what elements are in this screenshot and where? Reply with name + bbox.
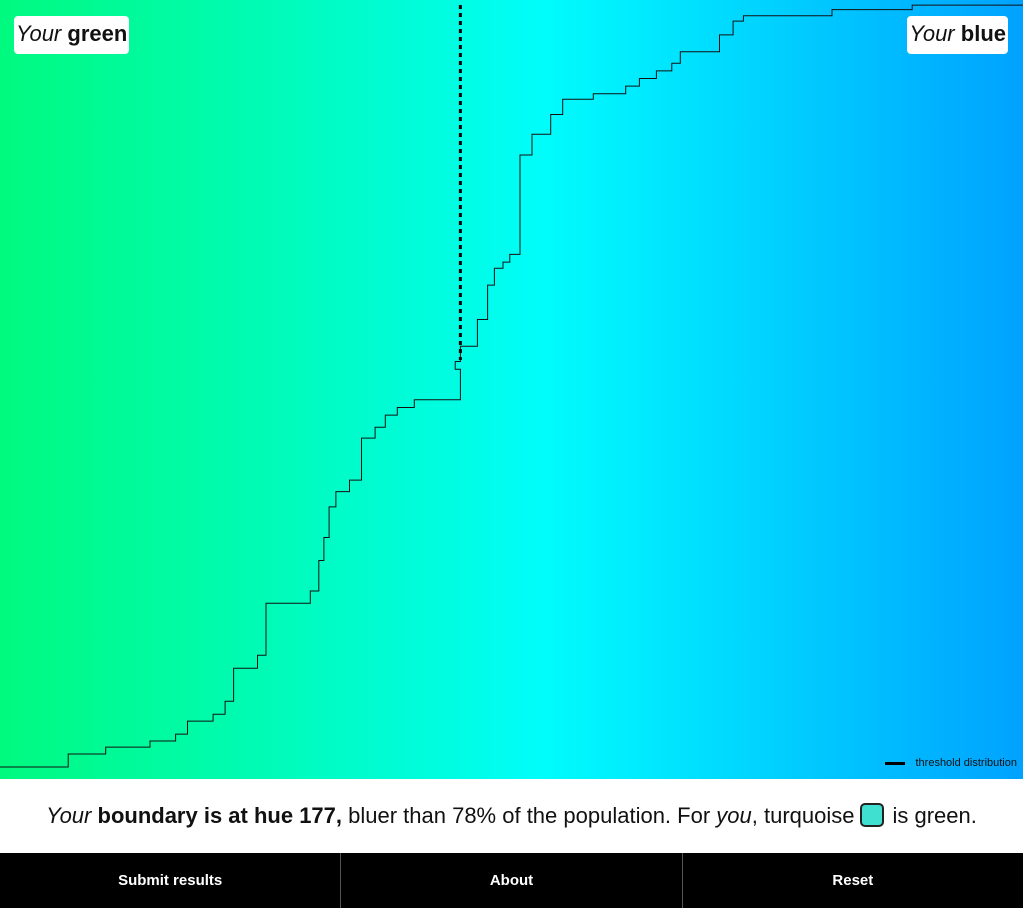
blue-label-prefix: Your [909,21,955,46]
submit-results-button[interactable]: Submit results [118,872,223,889]
legend-label: threshold distribution [915,757,1017,769]
turquoise-color-swatch [860,803,885,827]
chart-legend: threshold distribution [885,757,1017,769]
reset-button[interactable]: Reset [681,853,1023,908]
threshold-plot [0,4,1023,768]
summary-after-you: , turquoise [751,803,855,828]
summary-boundary: boundary is at hue 177, [97,803,343,828]
about-button[interactable]: About [340,853,681,908]
green-label-prefix: Your [16,21,62,46]
summary-prefix: Your [46,803,92,828]
summary-end: is green. [892,803,977,828]
result-summary: Your boundary is at hue 177, bluer than … [0,779,1023,853]
threshold-distribution-line [0,4,1023,768]
green-side-label: Your green [14,16,130,54]
blue-side-label: Your blue [907,16,1008,54]
legend-line-swatch [885,761,906,765]
summary-you: you [716,803,752,828]
blue-label-word: blue [960,21,1006,46]
footer-bar: Submit results About Reset [0,853,1023,908]
hue-gradient-chart: Your green Your blue threshold distribut… [0,0,1023,779]
green-label-word: green [67,21,128,46]
summary-middle: bluer than 78% of the population. For [342,803,717,828]
